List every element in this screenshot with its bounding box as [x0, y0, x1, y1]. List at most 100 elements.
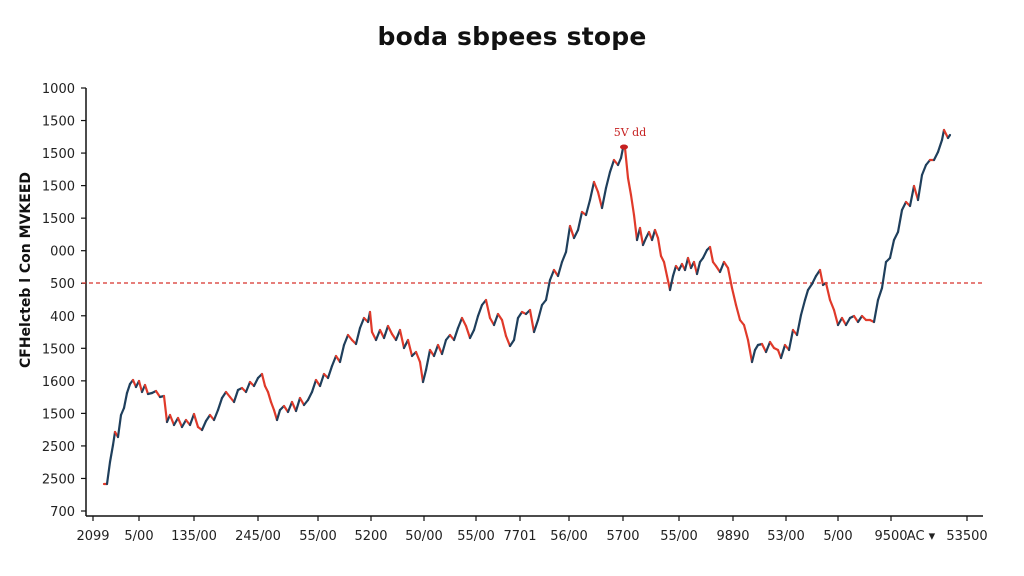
- series-segment: [946, 133, 952, 140]
- series-segment: [220, 390, 228, 400]
- series-segment: [260, 372, 267, 388]
- peak-annotation: 5V dd: [614, 126, 646, 150]
- y-tick-label: 700: [50, 505, 75, 520]
- series-segment: [108, 443, 115, 464]
- series-segment: [500, 318, 508, 338]
- series-segment: [564, 224, 572, 254]
- series-segment: [803, 288, 810, 302]
- series-segment: [832, 308, 840, 327]
- series-segment: [608, 158, 616, 174]
- series-segment: [556, 260, 564, 278]
- series-segment: [386, 324, 394, 336]
- peak-marker: [620, 144, 628, 150]
- series-segment: [852, 314, 860, 324]
- series-segment: [734, 303, 742, 322]
- series-segment: [275, 408, 282, 422]
- x-tick-label: 5200: [354, 529, 387, 544]
- series-segment: [286, 400, 294, 414]
- series-segment: [880, 260, 888, 290]
- series-segment: [730, 286, 738, 307]
- series-segment: [572, 228, 580, 240]
- series-segment: [892, 230, 900, 242]
- series-segment: [876, 286, 884, 302]
- series-segment: [180, 418, 188, 429]
- series-segment: [536, 303, 544, 322]
- series-segment: [638, 226, 645, 247]
- series-segment: [326, 364, 334, 380]
- series-segment: [176, 416, 184, 429]
- series-segment: [746, 338, 754, 364]
- series-segment: [484, 298, 492, 320]
- series-segment: [604, 170, 612, 190]
- series-segment: [424, 348, 432, 372]
- series-segment: [592, 180, 600, 194]
- series-segment: [824, 281, 832, 302]
- series-segment: [382, 324, 390, 340]
- y-tick-label: 1600: [42, 375, 75, 390]
- y-tick-label: 1000: [42, 82, 75, 97]
- series-segment: [596, 190, 604, 210]
- y-tick-label: 1500: [42, 180, 75, 195]
- series-segment: [119, 406, 126, 417]
- series-segment: [726, 266, 734, 290]
- series-segment: [686, 256, 693, 270]
- y-tick-label: 400: [50, 310, 75, 325]
- y-tick-label: 1500: [42, 115, 75, 130]
- x-tick-label: 135/00: [171, 529, 217, 544]
- series-segment: [718, 260, 726, 274]
- x-extra-label: AC ▾: [907, 529, 936, 544]
- series-segment: [656, 236, 663, 258]
- series-segment: [932, 150, 940, 162]
- series-segment: [354, 326, 362, 346]
- y-tick-label: 2500: [42, 472, 75, 487]
- series-segment: [764, 340, 772, 354]
- series-segment: [318, 372, 326, 388]
- series-segment: [456, 316, 464, 330]
- x-tick-label: 53500: [946, 529, 987, 544]
- series-segment: [468, 328, 476, 340]
- y-tick-label: 500: [50, 277, 75, 292]
- series-segment: [252, 376, 260, 388]
- series-segment: [626, 176, 633, 197]
- series-segment: [192, 412, 200, 429]
- series-segment: [162, 394, 169, 424]
- series-segment: [374, 328, 382, 342]
- series-segment: [421, 368, 428, 384]
- series-segment: [779, 343, 787, 360]
- series-segment: [116, 413, 123, 439]
- series-segment: [641, 236, 648, 247]
- series-segment: [342, 333, 350, 347]
- series-segment: [212, 408, 220, 422]
- series-segment: [623, 146, 630, 180]
- series-segment: [836, 316, 844, 327]
- y-tick-label: 1500: [42, 147, 75, 162]
- x-tick-label: 5/00: [823, 529, 852, 544]
- series-segment: [768, 340, 776, 350]
- series-segment: [799, 298, 807, 317]
- x-tick-label: 5/00: [124, 529, 153, 544]
- series-segment: [568, 224, 576, 240]
- series-segment: [920, 163, 928, 177]
- series-segment: [168, 413, 176, 427]
- series-segment: [244, 380, 252, 394]
- series-segment: [806, 282, 814, 292]
- price-series: [102, 128, 952, 486]
- y-axis-ticks: 1000 1500 1500 1500 1500 000 500 400 1500 1600 150…: [42, 82, 86, 520]
- series-segment: [330, 354, 338, 368]
- series-segment: [584, 198, 592, 217]
- series-segment: [828, 298, 836, 312]
- series-segment: [406, 338, 414, 358]
- series-segment: [695, 260, 702, 276]
- series-segment: [200, 419, 208, 432]
- series-segment: [888, 238, 896, 260]
- series-segment: [111, 430, 117, 447]
- series-segment: [105, 460, 112, 486]
- series-segment: [810, 274, 818, 286]
- series-segment: [440, 338, 448, 356]
- series-segment: [512, 316, 520, 342]
- x-tick-label: 9890: [716, 529, 749, 544]
- y-tick-label: 1500: [42, 407, 75, 422]
- series-segment: [216, 396, 224, 412]
- series-segment: [476, 303, 484, 318]
